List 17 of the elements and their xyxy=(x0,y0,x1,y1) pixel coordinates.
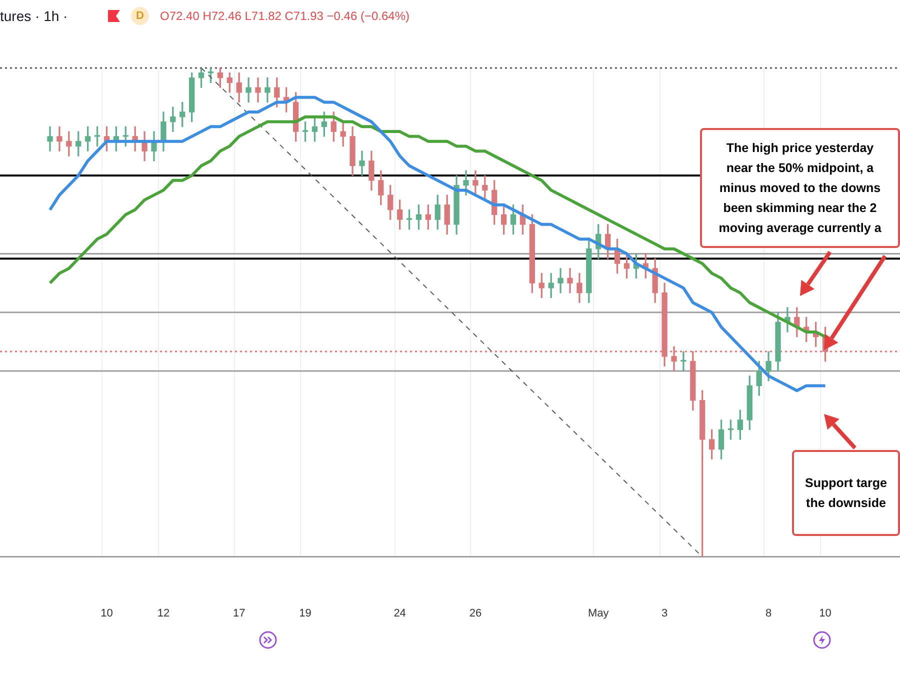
x-tick-label: 19 xyxy=(299,607,312,620)
x-tick-label: 12 xyxy=(157,607,170,620)
x-tick-label: 10 xyxy=(100,607,113,620)
x-tick-label: 26 xyxy=(469,607,482,620)
annotation: The high price yesterday near the 50% midpoint, a minus moved to the downs been skimming near the 2 moving average currently a xyxy=(718,140,882,237)
annotation: Support targe the downside xyxy=(805,475,887,512)
x-tick-label: 17 xyxy=(232,607,246,620)
text: D xyxy=(131,7,149,25)
x-tick-label: 24 xyxy=(394,607,406,620)
callout-box: The high price yesterday near the 50% midpoint, a minus moved to the downs been skimming near the 2 moving average currently a xyxy=(700,128,900,248)
text: tures · 1h · xyxy=(0,8,68,24)
x-tick-label: 10 xyxy=(819,607,832,620)
callout-box: Support targe the downside xyxy=(792,450,900,536)
x-tick-label: May xyxy=(588,607,610,620)
x-tick-label: 3 xyxy=(661,607,668,620)
text: O72.40 H72.46 L71.82 C71.93 −0.46 (−0.64%) xyxy=(160,9,410,23)
x-tick-label: 8 xyxy=(765,607,772,620)
